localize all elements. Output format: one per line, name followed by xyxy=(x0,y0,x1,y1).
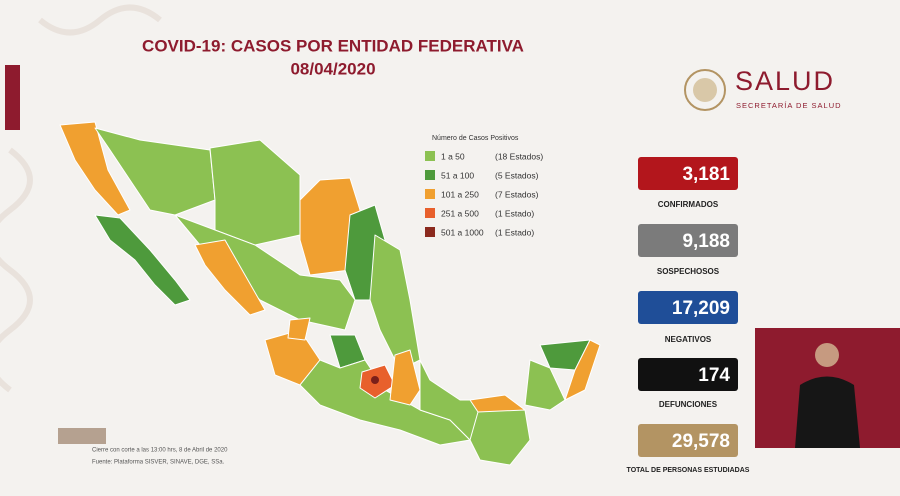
footer-logo xyxy=(58,428,106,444)
legend-range: 251 a 500 xyxy=(441,208,479,218)
interpreter-video xyxy=(755,328,900,448)
legend: Número de Casos Positivos 1 a 50 51 a 10… xyxy=(425,135,543,237)
state xyxy=(94,214,191,306)
state xyxy=(194,239,266,316)
logo-subtitle: SECRETARÍA DE SALUD xyxy=(736,101,842,110)
state xyxy=(209,139,301,246)
stat-label: CONFIRMADOS xyxy=(658,200,719,209)
legend-range: 101 a 250 xyxy=(441,189,479,199)
stat-value: 29,578 xyxy=(672,431,730,452)
stat-box xyxy=(638,424,738,457)
footer-cutoff: Cierre con corte a las 13:00 hrs, 8 de A… xyxy=(92,448,228,454)
legend-range: 1 a 50 xyxy=(441,151,465,161)
title: COVID-19: CASOS POR ENTIDAD FEDERATIVA xyxy=(142,36,524,55)
state xyxy=(371,376,379,384)
legend-range: 501 a 1000 xyxy=(441,227,484,237)
date: 08/04/2020 xyxy=(290,59,375,78)
legend-count: (5 Estados) xyxy=(495,170,539,180)
state xyxy=(469,409,531,466)
logo-name: SALUD xyxy=(735,66,835,96)
legend-count: (18 Estados) xyxy=(495,151,543,161)
legend-swatch xyxy=(425,170,435,180)
person-head xyxy=(815,343,839,367)
state xyxy=(287,317,311,341)
logo: SALUD SECRETARÍA DE SALUD xyxy=(684,66,842,111)
legend-swatch xyxy=(425,189,435,199)
seal xyxy=(684,69,726,111)
state xyxy=(524,359,566,411)
stat-label: TOTAL DE PERSONAS ESTUDIADAS xyxy=(627,467,750,474)
stat-label: NEGATIVOS xyxy=(665,335,712,344)
legend-title: Número de Casos Positivos xyxy=(432,135,519,142)
legend-swatch xyxy=(425,151,435,161)
state xyxy=(299,177,361,276)
person-body xyxy=(795,376,860,448)
legend-count: (1 Estado) xyxy=(495,227,534,237)
decoration xyxy=(0,4,162,393)
stats: 3,181 9,188 17,209 174 29,578 CONFIRMADO… xyxy=(627,157,750,474)
stat-label: SOSPECHOSOS xyxy=(657,267,720,276)
state xyxy=(389,349,421,406)
stat-value: 17,209 xyxy=(672,298,730,319)
stat-value: 174 xyxy=(698,365,730,386)
seal-inner xyxy=(693,78,717,102)
stat-box xyxy=(638,291,738,324)
legend-count: (7 Estados) xyxy=(495,189,539,199)
legend-count: (1 Estado) xyxy=(495,208,534,218)
footer-source: Fuente: Plataforma SISVER, SINAVE, DGE, … xyxy=(92,460,225,466)
stat-label: DEFUNCIONES xyxy=(659,400,718,409)
stat-box xyxy=(638,157,738,190)
legend-range: 51 a 100 xyxy=(441,170,474,180)
accent-bar xyxy=(5,65,20,130)
state xyxy=(564,339,601,401)
legend-swatch xyxy=(425,227,435,237)
footer: Cierre con corte a las 13:00 hrs, 8 de A… xyxy=(58,428,228,466)
stat-value: 3,181 xyxy=(682,164,730,185)
stat-value: 9,188 xyxy=(682,231,730,252)
legend-swatch xyxy=(425,208,435,218)
stat-box xyxy=(638,224,738,257)
map xyxy=(59,121,601,466)
stat-box xyxy=(638,358,738,391)
